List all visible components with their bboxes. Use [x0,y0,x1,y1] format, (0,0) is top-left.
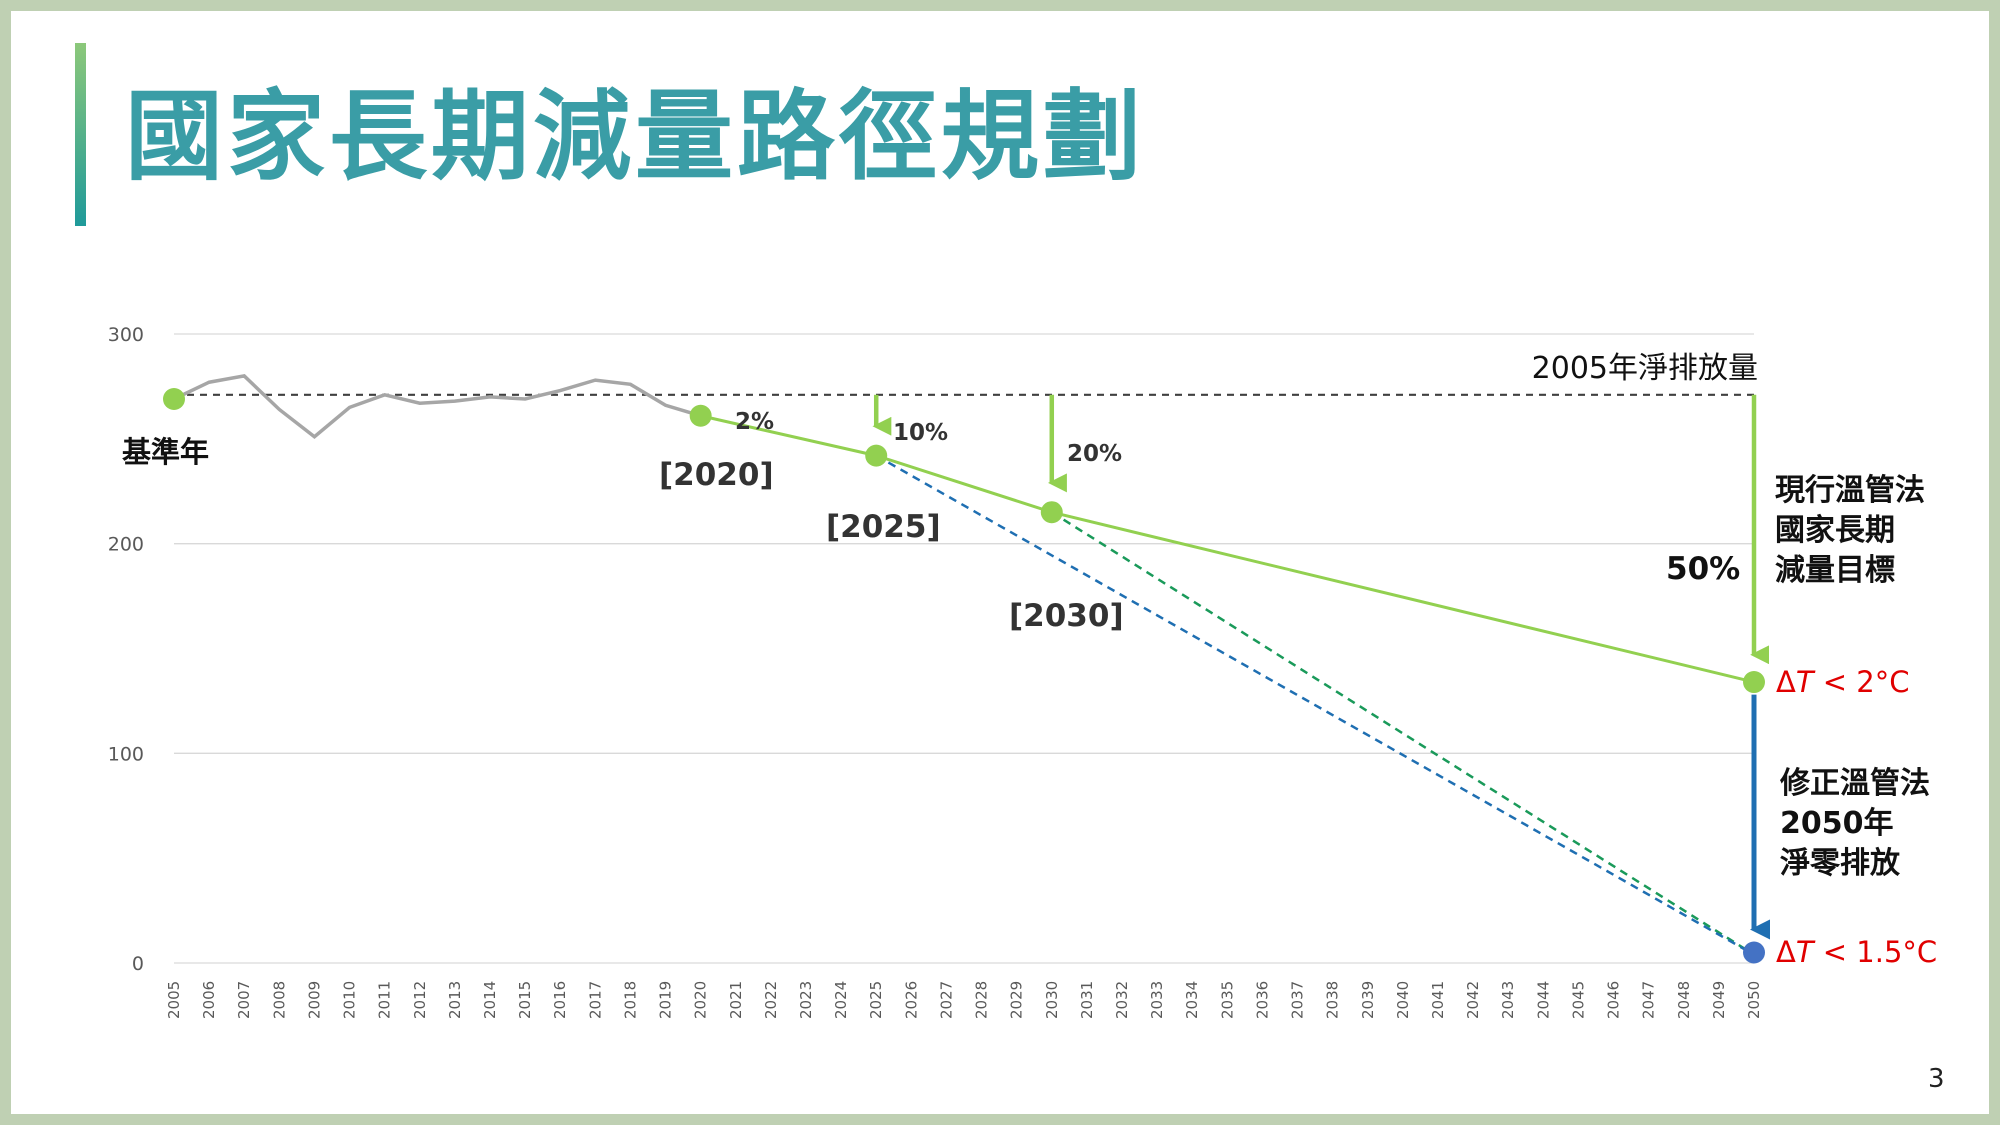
target-point-2030 [1040,501,1063,524]
x-tick-label: 2032 [1113,981,1131,1019]
title-accent-bar [75,43,86,226]
amended-law-line: 2050年 [1780,806,1894,841]
x-tick-label: 2011 [376,981,394,1019]
chart-grid [174,333,1754,964]
chart-points [163,387,1765,964]
x-tick-label: 2013 [446,981,464,1019]
x-tick-label: 2014 [481,981,499,1019]
temp-2c-label: ΔT < 2°C [1776,665,1910,699]
x-tick-label: 2020 [692,981,710,1019]
y-tick-label: 0 [132,953,144,975]
x-tick-label: 2048 [1675,981,1693,1019]
x-tick-label: 2016 [551,981,569,1019]
x-tick-label: 2022 [762,981,780,1019]
current-target-path-line [700,414,1755,684]
net-zero-path-from-2030 [1051,511,1755,956]
x-tick-label: 2018 [621,981,639,1019]
x-tick-label: 2009 [305,981,323,1019]
x-tick-label: 2019 [657,981,675,1019]
year-2020-label: [2020] [659,457,774,493]
x-tick-label: 2028 [973,981,991,1019]
x-tick-label: 2049 [1710,981,1728,1019]
x-tick-label: 2039 [1359,981,1377,1019]
temp-1-5c-label: ΔT < 1.5°C [1776,935,1937,969]
x-tick-label: 2017 [586,981,604,1019]
chart-series [173,374,1755,956]
x-tick-label: 2027 [937,981,955,1019]
current-law-line: 現行溫管法 [1775,473,1925,508]
x-tick-label: 2040 [1394,981,1412,1019]
x-axis-ticks: 2005 2006 2007 2008 2009 2010 2011 2012 2013 2014… [165,981,1763,1019]
x-tick-label: 2044 [1534,981,1552,1019]
x-tick-label: 2026 [902,981,920,1019]
x-tick-label: 2045 [1569,981,1587,1019]
x-tick-label: 2029 [1008,981,1026,1019]
base-year-label: 基準年 [122,435,209,469]
x-tick-label: 2038 [1324,981,1342,1019]
historical-emissions-line [173,374,702,439]
current-law-line: 減量目標 [1775,553,1895,588]
year-2030-label: [2030] [1009,598,1124,634]
x-tick-label: 2043 [1499,981,1517,1019]
x-tick-label: 2036 [1253,981,1271,1019]
x-tick-label: 2033 [1148,981,1166,1019]
x-tick-label: 2010 [341,981,359,1019]
target-point-2020 [689,404,712,427]
target-point-2050 [1743,671,1765,694]
y-axis-ticks: 0 100 200 300 [108,324,144,975]
amended-law-line: 淨零排放 [1780,846,1901,881]
reduction-arrows [872,394,1770,940]
net-zero-path-from-2025 [875,454,1755,956]
target-point-2025 [865,444,888,467]
x-tick-label: 2008 [270,981,288,1019]
amended-law-line: 修正溫管法 [1779,766,1930,801]
year-2025-label: [2025] [826,509,941,545]
y-tick-label: 200 [108,534,144,556]
x-tick-label: 2046 [1605,981,1623,1019]
page-title: 國家長期減量路徑規劃 [125,80,1146,194]
x-tick-label: 2050 [1745,981,1763,1019]
x-tick-label: 2015 [516,981,534,1019]
baseline-label: 2005年淨排放量 [1532,351,1758,386]
current-law-line: 國家長期 [1775,513,1895,548]
x-tick-label: 2035 [1218,981,1236,1019]
x-tick-label: 2012 [411,981,429,1019]
pct-2050-label: 50% [1666,551,1740,587]
x-tick-label: 2007 [235,981,253,1019]
pct-2030-label: 20% [1067,441,1122,467]
pct-2025-label: 10% [893,420,948,446]
slide-canvas [11,11,1989,1114]
x-tick-label: 2037 [1289,981,1307,1019]
x-tick-label: 2042 [1464,981,1482,1019]
x-tick-label: 2006 [200,981,218,1019]
page-number: 3 [1928,1064,1945,1094]
net-zero-point [1743,941,1765,964]
x-tick-label: 2025 [867,981,885,1019]
pct-2020-label: 2% [735,409,774,435]
x-tick-label: 2034 [1183,981,1201,1019]
x-tick-label: 2031 [1078,981,1096,1019]
x-tick-label: 2021 [727,981,745,1019]
x-tick-label: 2030 [1043,981,1061,1019]
y-tick-label: 300 [108,324,144,346]
base-year-point [163,387,185,410]
x-tick-label: 2005 [165,981,183,1019]
x-tick-label: 2024 [832,981,850,1019]
x-tick-label: 2047 [1640,981,1658,1019]
y-tick-label: 100 [108,743,144,765]
x-tick-label: 2023 [797,981,815,1019]
x-tick-label: 2041 [1429,981,1447,1019]
